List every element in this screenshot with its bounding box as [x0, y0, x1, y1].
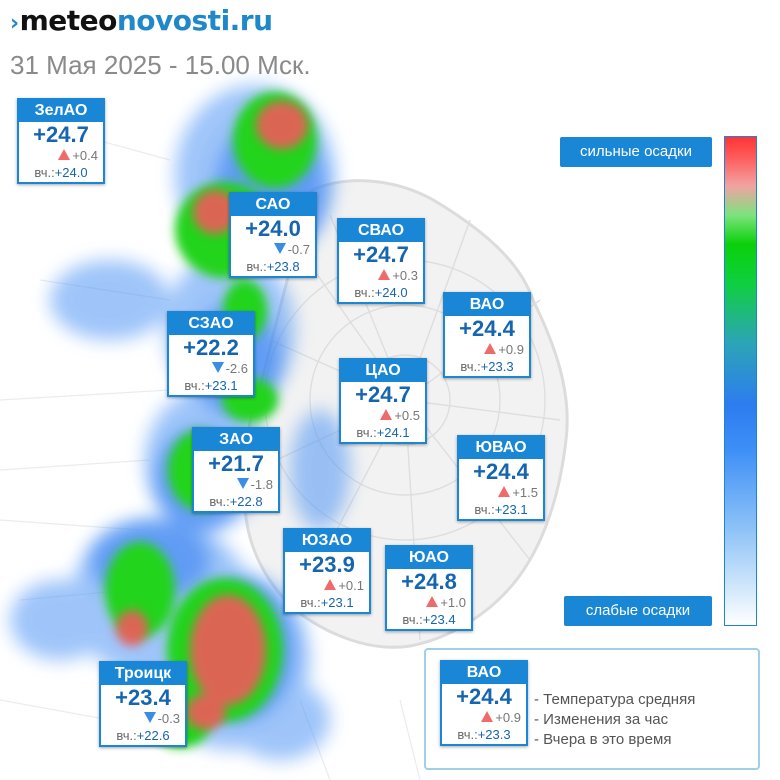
trend-up-icon	[324, 579, 337, 590]
district-name: ЗелАО	[19, 100, 103, 122]
district-yesterday: +24.1	[376, 425, 410, 440]
district-temp: +24.4	[456, 684, 512, 709]
district-temp: +21.7	[208, 451, 264, 476]
district-temp: +24.4	[473, 459, 529, 484]
district-temp: +24.4	[459, 316, 515, 341]
district-yesterday: +23.8	[266, 259, 300, 274]
precipitation-scale-bar	[724, 136, 757, 626]
district-change: +0.4	[72, 148, 98, 163]
district-name: ЮАО	[387, 547, 471, 569]
district-card-yuzao: ЮЗАО +23.9 +0.1 вч.:+23.1	[283, 528, 371, 614]
trend-down-icon	[211, 362, 224, 373]
legend-items: - Температура средняя - Изменения за час…	[534, 690, 695, 750]
scale-label-heavy: сильные осадки	[560, 137, 712, 167]
district-temp: +24.7	[353, 242, 409, 267]
district-yesterday: +23.1	[204, 378, 238, 393]
trend-up-icon	[426, 596, 439, 607]
yesterday-label: вч.:	[209, 494, 230, 509]
scale-label-light: слабые осадки	[564, 596, 712, 626]
trend-up-icon	[484, 343, 497, 354]
district-yesterday: +23.3	[477, 727, 511, 742]
district-name: САО	[231, 194, 315, 216]
district-yesterday: +22.6	[136, 728, 170, 743]
legend-sample-card: ВАО +24.4 +0.9 вч.:+23.3	[440, 660, 528, 746]
district-temp: +24.8	[401, 569, 457, 594]
yesterday-label: вч.:	[300, 595, 321, 610]
trend-up-icon	[481, 711, 494, 722]
district-yesterday: +23.3	[480, 359, 514, 374]
yesterday-label: вч.:	[356, 425, 377, 440]
yesterday-label: вч.:	[354, 285, 375, 300]
yesterday-label: вч.:	[246, 259, 267, 274]
district-change: +0.3	[392, 268, 418, 283]
district-name: ЮВАО	[459, 437, 543, 459]
district-name: ЮЗАО	[285, 530, 369, 552]
logo[interactable]: ›meteonovosti.ru	[10, 4, 273, 37]
yesterday-label: вч.:	[460, 359, 481, 374]
district-name: ЗАО	[194, 429, 278, 451]
district-name: ВАО	[442, 662, 526, 684]
logo-mark-icon: ›	[10, 11, 19, 36]
logo-part1: meteo	[19, 4, 118, 37]
district-card-szao: СЗАО +22.2 -2.6 вч.:+23.1	[167, 311, 255, 397]
district-change: +0.1	[338, 578, 364, 593]
district-name: СЗАО	[169, 313, 253, 335]
district-name: ВАО	[445, 294, 529, 316]
district-change: +0.9	[498, 342, 524, 357]
district-card-vao: ВАО +24.4 +0.9 вч.:+23.3	[443, 292, 531, 378]
legend-item-yesterday: - Вчера в это время	[534, 731, 672, 748]
district-change: -1.8	[250, 477, 273, 492]
trend-down-icon	[143, 712, 156, 723]
yesterday-label: вч.:	[116, 728, 137, 743]
district-card-sao: САО +24.0 -0.7 вч.:+23.8	[229, 192, 317, 278]
district-yesterday: +23.4	[422, 612, 456, 627]
district-name: СВАО	[339, 220, 423, 242]
legend-item-hourly-change: - Изменения за час	[534, 711, 669, 728]
yesterday-label: вч.:	[184, 378, 205, 393]
logo-part2: novosti.ru	[116, 4, 273, 37]
district-yesterday: +24.0	[54, 165, 88, 180]
trend-down-icon	[273, 243, 286, 254]
district-change: -2.6	[225, 361, 248, 376]
district-change: -0.7	[287, 242, 310, 257]
district-card-yuao: ЮАО +24.8 +1.0 вч.:+23.4	[385, 545, 473, 631]
district-temp: +23.4	[115, 685, 171, 710]
district-change: -0.3	[157, 711, 180, 726]
trend-up-icon	[378, 269, 391, 280]
district-temp: +24.7	[33, 122, 89, 147]
legend-item-average-temp: - Температура средняя	[534, 691, 696, 708]
trend-up-icon	[498, 486, 511, 497]
yesterday-label: вч.:	[474, 502, 495, 517]
district-temp: +24.0	[245, 216, 301, 241]
district-card-troitsk: Троицк +23.4 -0.3 вч.:+22.6	[99, 661, 187, 747]
district-card-yuvao: ЮВАО +24.4 +1.5 вч.:+23.1	[457, 435, 545, 521]
district-yesterday: +23.1	[320, 595, 354, 610]
district-name: Троицк	[101, 663, 185, 685]
district-temp: +24.7	[355, 382, 411, 407]
district-name: ЦАО	[341, 360, 425, 382]
district-yesterday: +23.1	[494, 502, 528, 517]
precipitation-heavy	[116, 101, 308, 730]
district-card-zao: ЗАО +21.7 -1.8 вч.:+22.8	[192, 427, 280, 513]
yesterday-label: вч.:	[34, 165, 55, 180]
legend-box: ВАО +24.4 +0.9 вч.:+23.3 - Температура с…	[424, 648, 760, 770]
district-card-zelao: ЗелАО +24.7 +0.4 вч.:+24.0	[17, 98, 105, 184]
district-yesterday: +24.0	[374, 285, 408, 300]
trend-down-icon	[236, 478, 249, 489]
district-change: +1.0	[440, 595, 466, 610]
trend-up-icon	[58, 149, 71, 160]
district-change: +1.5	[512, 485, 538, 500]
district-card-svao: СВАО +24.7 +0.3 вч.:+24.0	[337, 218, 425, 304]
district-yesterday: +22.8	[229, 494, 263, 509]
district-change: +0.5	[394, 408, 420, 423]
yesterday-label: вч.:	[457, 727, 478, 742]
district-temp: +22.2	[183, 335, 239, 360]
date-label: 31 Мая 2025 - 15.00 Мск.	[10, 50, 311, 80]
yesterday-label: вч.:	[402, 612, 423, 627]
district-change: +0.9	[495, 710, 521, 725]
district-card-cao: ЦАО +24.7 +0.5 вч.:+24.1	[339, 358, 427, 444]
district-temp: +23.9	[299, 552, 355, 577]
trend-up-icon	[380, 409, 393, 420]
